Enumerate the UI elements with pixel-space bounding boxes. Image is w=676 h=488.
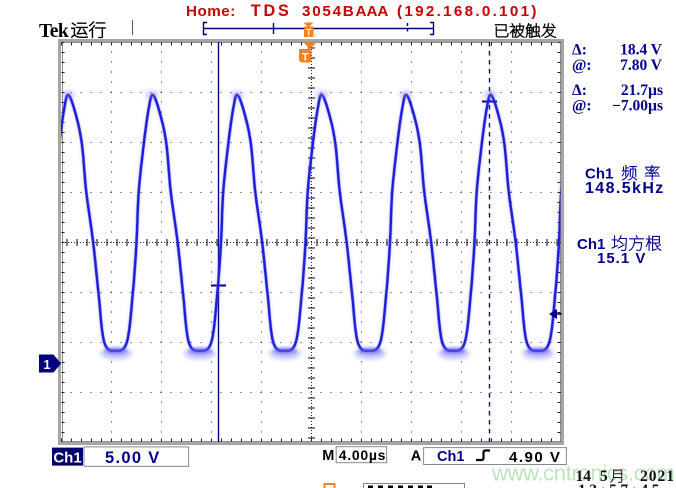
- svg-text:A: A: [411, 448, 422, 464]
- svg-text:2021: 2021: [640, 468, 675, 485]
- svg-text:14: 14: [576, 468, 592, 485]
- svg-text:−7.00µs: −7.00µs: [612, 98, 663, 115]
- svg-text:T: T: [302, 52, 309, 64]
- svg-text:15.1 V: 15.1 V: [597, 250, 646, 267]
- svg-text:(192.168.0.101): (192.168.0.101): [397, 3, 539, 20]
- svg-text:7.80 V: 7.80 V: [620, 57, 663, 74]
- svg-text:Ch1: Ch1: [585, 166, 613, 183]
- svg-text:TDS: TDS: [251, 2, 292, 20]
- svg-text:AAA: AAA: [356, 3, 389, 20]
- svg-text:4.90 V: 4.90 V: [509, 449, 561, 466]
- svg-text:Δ:: Δ:: [572, 42, 587, 59]
- svg-text:148.5kHz: 148.5kHz: [585, 180, 665, 197]
- svg-text:18.4 V: 18.4 V: [620, 42, 663, 59]
- svg-text:5.00 V: 5.00 V: [105, 449, 161, 467]
- svg-text:Tek: Tek: [39, 21, 69, 42]
- svg-text:3054B: 3054B: [302, 3, 356, 20]
- svg-text:13:57:45: 13:57:45: [578, 482, 663, 488]
- svg-text:Home:: Home:: [186, 3, 236, 20]
- svg-text:Ch1: Ch1: [437, 449, 464, 465]
- svg-text:Ch1: Ch1: [53, 449, 81, 466]
- svg-text:T: T: [306, 28, 312, 38]
- svg-text:@:: @:: [572, 98, 592, 115]
- svg-text:4.00µs: 4.00µs: [339, 447, 386, 463]
- svg-text:Ch1: Ch1: [577, 236, 605, 253]
- svg-text:Δ:: Δ:: [572, 82, 587, 99]
- svg-text:1: 1: [43, 357, 50, 372]
- svg-text:@:: @:: [572, 57, 592, 74]
- svg-text:5: 5: [600, 468, 608, 485]
- svg-text:M: M: [322, 448, 334, 464]
- svg-text:www.cntronics.com: www.cntronics.com: [491, 461, 674, 486]
- svg-text:21.7µs: 21.7µs: [621, 82, 663, 99]
